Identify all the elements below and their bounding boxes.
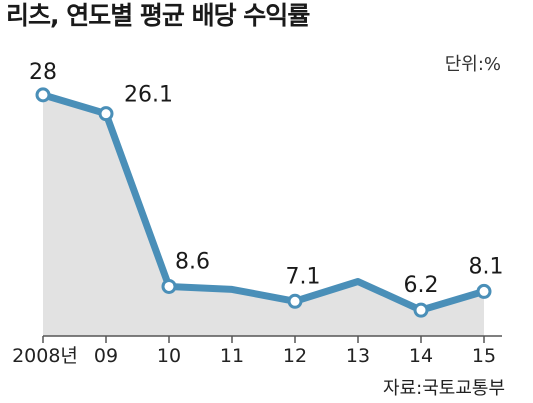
chart-title: 리츠, 연도별 평균 배당 수익률 <box>6 1 310 30</box>
source-label: 자료:국토교통부 <box>383 378 505 399</box>
data-point-marker <box>476 283 492 299</box>
series-line <box>39 91 488 314</box>
data-point-marker <box>35 87 51 103</box>
data-point-marker <box>287 293 303 309</box>
x-tick-label: 14 <box>409 345 433 367</box>
data-value-label: 26.1 <box>124 83 173 108</box>
data-value-label: 8.1 <box>469 254 504 279</box>
x-tick-label: 09 <box>94 345 118 367</box>
data-point-marker <box>98 106 114 122</box>
x-tick-label: 13 <box>346 345 370 367</box>
data-value-label: 8.6 <box>175 249 210 274</box>
x-tick-label: 15 <box>472 345 496 367</box>
area-fill <box>43 94 484 336</box>
x-tick-label: 11 <box>220 345 244 367</box>
x-tick-label: 12 <box>283 345 307 367</box>
x-tick-label: 2008년 <box>12 345 78 367</box>
data-value-label: 28 <box>29 60 57 85</box>
x-tick-label: 10 <box>157 345 181 367</box>
unit-label: 단위:% <box>444 54 501 75</box>
data-value-label: 7.1 <box>286 264 321 289</box>
data-point-marker <box>161 278 177 294</box>
data-point-marker <box>413 302 429 318</box>
data-value-label: 6.2 <box>404 273 439 298</box>
